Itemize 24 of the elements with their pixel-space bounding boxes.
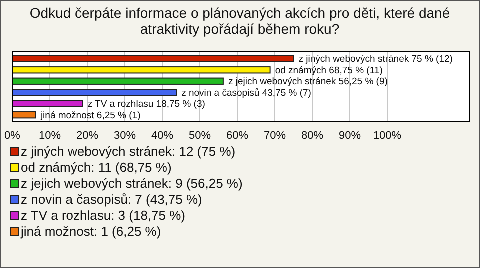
legend-label: jiná možnost: 1 (6,25 %) [20,224,162,239]
x-tick-label: 0% [4,130,21,142]
x-tick-label: 10% [38,130,62,142]
data-label: z jejich webových stránek 56,25 % (9) [228,76,388,88]
x-tick-label: 70% [264,130,286,142]
data-label: z novin a časopisů 43,75 % (7) [182,88,312,99]
legend-label: z jejich webových stránek: 9 (56,25 %) [21,176,243,191]
x-tick-label: 80% [301,130,324,142]
x-tick-label: 50% [188,130,212,142]
legend-label: od známých: 11 (68,75 %) [21,160,172,175]
data-label: od známých 68,75 % (11) [275,65,383,76]
legend-label: z jiných webových stránek: 12 (75 %) [21,144,236,159]
data-label: jiná možnost 6,25 % (1) [40,110,141,122]
x-tick-label: 30% [114,130,136,142]
legend-label: z TV a rozhlasu: 3 (18,75 %) [21,208,186,223]
x-tick-label: 60% [226,130,249,142]
legend-label: z novin a časopisů: 7 (43,75 %) [21,192,202,207]
chart-title: Odkud čerpáte informace o plánovaných akcích pro děti, které dané atraktivity pořádají během roku? [30,5,450,37]
x-tick-label: 40% [151,130,174,142]
x-tick-label: 90% [338,130,362,142]
data-label: z TV a rozhlasu 18,75 % (3) [88,99,206,110]
x-tick-label: 100% [373,130,402,142]
data-label: z jiných webových stránek 75 % (12) [298,54,453,66]
x-tick-label: 20% [76,130,99,142]
